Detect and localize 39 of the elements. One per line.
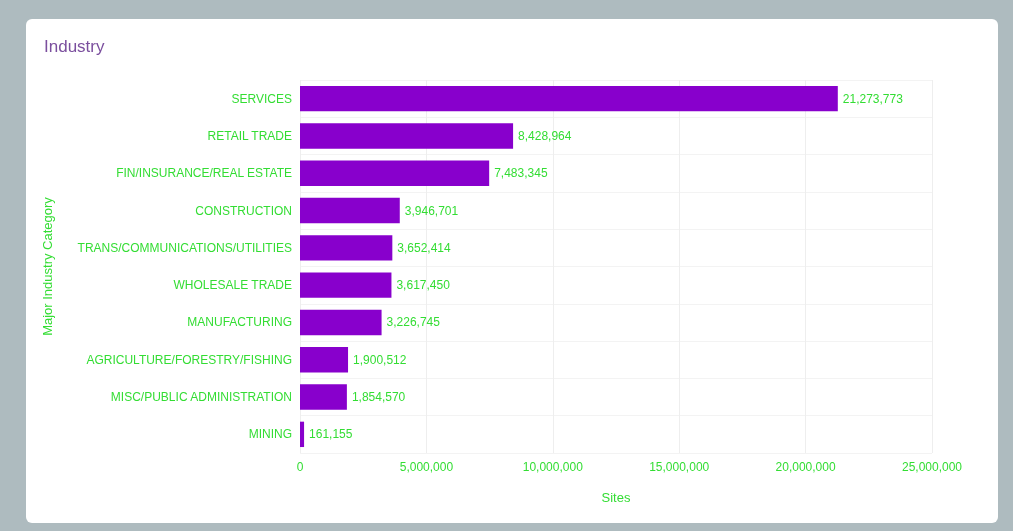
y-tick-label: SERVICES xyxy=(231,91,292,106)
data-label: 1,854,570 xyxy=(351,390,406,405)
y-tick-label: MINING xyxy=(248,427,292,442)
x-tick-label: 0 xyxy=(296,460,304,474)
data-label: 161,155 xyxy=(309,427,353,442)
bar xyxy=(300,123,514,149)
data-label: 21,273,773 xyxy=(842,91,904,106)
x-tick-label: 15,000,000 xyxy=(649,460,710,474)
y-tick-label: AGRICULTURE/FORESTRY/FISHING xyxy=(86,352,292,367)
y-tick-label: WHOLESALE TRADE xyxy=(173,278,292,293)
bar xyxy=(300,384,347,410)
data-label: 3,226,745 xyxy=(386,315,441,330)
bar xyxy=(300,160,490,186)
data-label: 3,652,414 xyxy=(397,240,452,255)
data-label: 8,428,964 xyxy=(518,128,572,143)
y-axis-title: Major Industry Category xyxy=(40,196,55,336)
x-tick-label: 5,000,000 xyxy=(399,460,454,474)
x-tick-label: 10,000,000 xyxy=(522,460,584,474)
y-tick-label: CONSTRUCTION xyxy=(195,203,292,218)
bar xyxy=(300,272,392,298)
x-tick-label: 25,000,000 xyxy=(901,460,963,474)
data-label: 3,617,450 xyxy=(396,278,451,293)
text: Industry xyxy=(44,37,105,56)
x-axis-title: Sites xyxy=(601,490,631,505)
bar xyxy=(300,197,400,224)
bar xyxy=(300,85,838,112)
y-tick-label: TRANS/COMMUNICATIONS/UTILITIES xyxy=(77,240,292,255)
bar xyxy=(300,421,305,448)
y-tick-label: MANUFACTURING xyxy=(187,315,292,330)
y-tick-label: RETAIL TRADE xyxy=(207,128,292,143)
data-label: 1,900,512 xyxy=(353,352,407,367)
data-label: 3,946,701 xyxy=(404,203,459,218)
bar xyxy=(300,347,349,373)
data-label: 7,483,345 xyxy=(494,166,548,181)
y-tick-label: FIN/INSURANCE/REAL ESTATE xyxy=(116,166,292,181)
y-tick-label: MISC/PUBLIC ADMINISTRATION xyxy=(110,390,292,405)
bar xyxy=(300,309,382,336)
x-tick-label: 20,000,000 xyxy=(775,460,836,474)
bar xyxy=(300,235,393,261)
